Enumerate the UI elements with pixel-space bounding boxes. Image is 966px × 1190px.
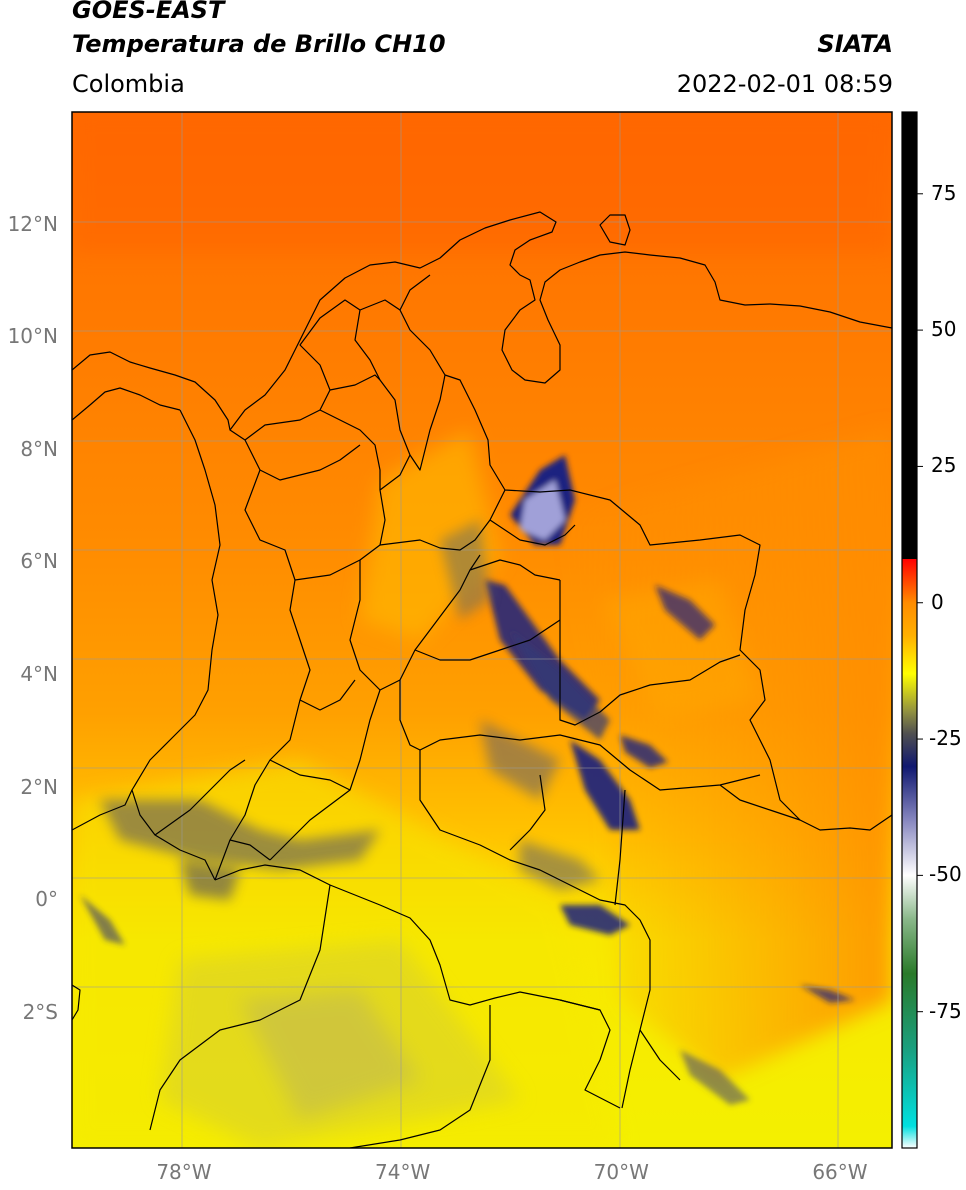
lat-tick-label: 0° <box>35 887 58 912</box>
title-line-1: GOES-EAST <box>72 0 225 24</box>
colorbar-tick-label: -75 <box>929 998 962 1023</box>
colorbar <box>901 111 918 1149</box>
colorbar-tick-label: 25 <box>931 453 957 478</box>
lat-tick-label: 2°S <box>22 999 58 1024</box>
brightness-temperature-field <box>72 112 892 1148</box>
lat-tick-label: 2°N <box>20 774 58 799</box>
map-frame <box>71 111 893 1149</box>
title-line-2: Temperatura de Brillo CH10 <box>72 30 446 58</box>
colorbar-tick-label: 0 <box>931 589 944 614</box>
colorbar-frame <box>901 111 918 1149</box>
colorbar-tick-label: 50 <box>931 317 957 342</box>
lat-tick-label: 8°N <box>20 436 58 461</box>
lon-tick-label: 78°W <box>156 1160 212 1184</box>
lon-tick-label: 70°W <box>593 1160 649 1184</box>
colorbar-tick-label: 75 <box>931 180 957 205</box>
lon-tick-label: 74°W <box>375 1160 431 1184</box>
lat-tick-label: 10°N <box>7 324 58 349</box>
datetime-label: 2022-02-01 08:59 <box>676 70 893 98</box>
colorbar-tick-label: -50 <box>929 862 962 887</box>
colorbar-tick-label: -25 <box>929 726 962 751</box>
source-label: SIATA <box>817 30 893 58</box>
coastlines-and-borders <box>72 211 892 1148</box>
region-label: Colombia <box>72 70 185 98</box>
lat-tick-label: 12°N <box>7 211 58 236</box>
graticule <box>72 112 892 1148</box>
lat-tick-label: 6°N <box>20 549 58 574</box>
colorbar-scale <box>902 112 917 1148</box>
lon-tick-label: 66°W <box>812 1160 868 1184</box>
lat-tick-label: 4°N <box>20 662 58 687</box>
